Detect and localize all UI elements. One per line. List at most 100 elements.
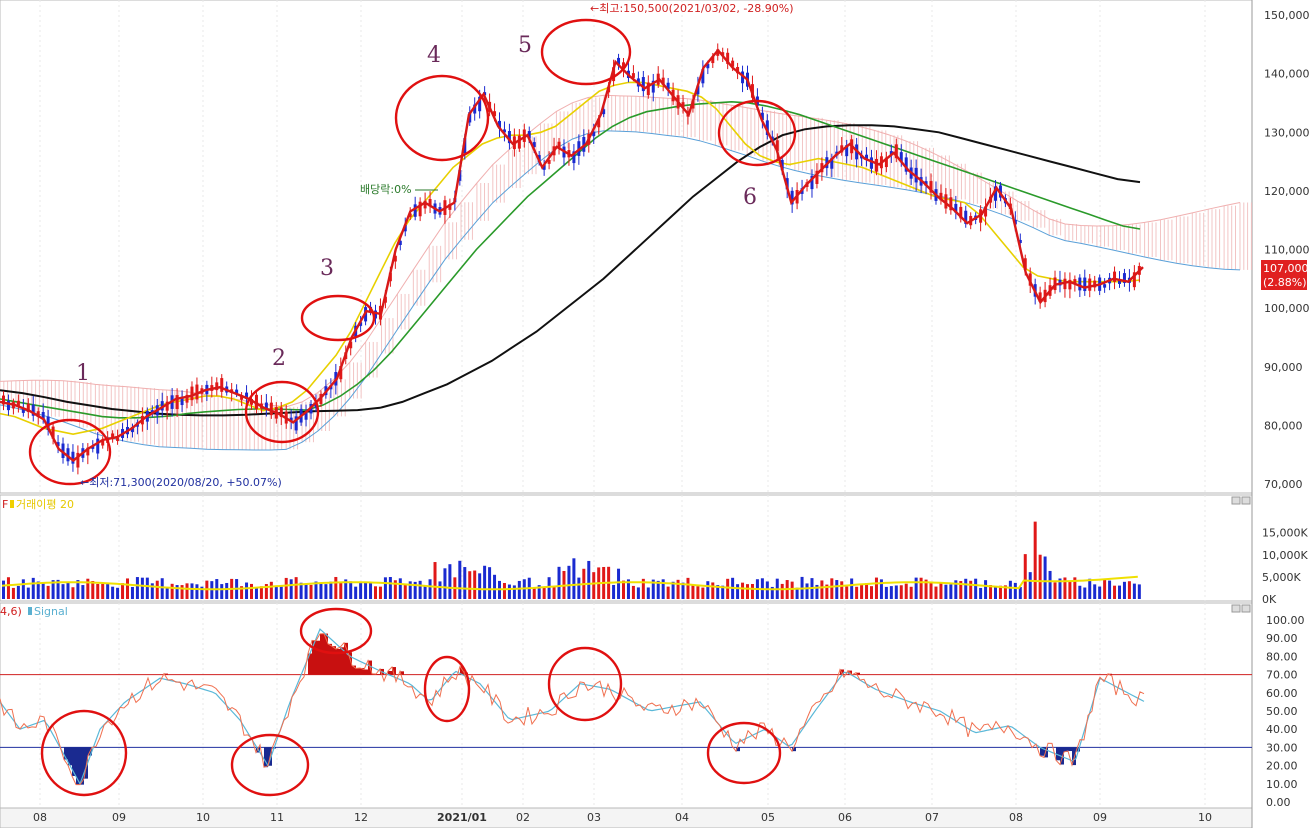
indicator-legend-params: 4,6)	[0, 605, 22, 618]
candle-body	[413, 204, 417, 217]
volume-minimize-button[interactable]	[1231, 496, 1241, 505]
indicator-close-button[interactable]	[1241, 604, 1251, 613]
annotation-number-1: 1	[76, 361, 90, 386]
volume-bar	[284, 577, 288, 599]
volume-bar	[170, 583, 174, 599]
volume-tick-label: 5,000K	[1262, 571, 1301, 584]
volume-tick-label: 15,000K	[1262, 527, 1308, 540]
volume-bar	[1018, 587, 1022, 599]
oversold-fill	[792, 747, 796, 752]
volume-bar	[130, 586, 134, 599]
volume-bar	[1103, 579, 1107, 599]
volume-close-button[interactable]	[1241, 496, 1251, 505]
candle-body	[279, 407, 283, 418]
overbought-fill	[352, 665, 356, 675]
x-tick-label: 10	[196, 811, 210, 824]
indicator-minimize-button[interactable]	[1231, 604, 1241, 613]
volume-bar	[1073, 577, 1077, 599]
volume-bar	[91, 581, 95, 599]
candle-body	[1088, 278, 1092, 291]
candle-body	[269, 402, 273, 416]
candle-body	[522, 129, 526, 142]
volume-bar	[1033, 521, 1037, 599]
volume-ma-swatch	[10, 500, 14, 508]
candle-body	[597, 118, 601, 128]
annotation-number-2: 2	[272, 346, 286, 371]
volume-bar	[200, 586, 204, 599]
volume-bar	[264, 584, 268, 599]
candle-body	[493, 111, 497, 117]
overbought-fill	[856, 672, 860, 675]
candle-body	[294, 416, 298, 431]
candle-body	[1038, 292, 1042, 302]
candle-body	[517, 135, 521, 149]
candle-body	[245, 392, 249, 399]
candle-body	[557, 141, 561, 148]
x-tick-label: 07	[925, 811, 939, 824]
price-gridlines	[39, 0, 1206, 808]
candle-body	[884, 157, 888, 168]
overbought-fill	[460, 666, 464, 675]
x-tick-label: 2021/01	[437, 811, 487, 824]
candle-body	[1078, 277, 1082, 291]
signal-line	[0, 628, 1145, 786]
candle-body	[736, 66, 740, 74]
volume-bar	[656, 580, 660, 599]
volume-bar	[349, 581, 353, 599]
indicator-tick-label: 50.00	[1266, 705, 1298, 718]
volume-bar	[1098, 586, 1102, 599]
volume-bar	[711, 582, 715, 599]
volume-bar	[101, 583, 105, 599]
overbought-fill	[320, 633, 324, 675]
volume-bar	[473, 570, 477, 599]
candle-body	[711, 56, 715, 64]
volume-bar	[989, 585, 993, 599]
candle-body	[71, 451, 75, 464]
oversold-fill	[72, 747, 76, 777]
candle-body	[111, 433, 115, 440]
volume-legend-left: F	[2, 498, 8, 511]
volume-bar	[344, 579, 348, 599]
oversold-fill	[64, 747, 68, 760]
highlight-circle	[540, 18, 632, 86]
volume-bar	[820, 580, 824, 599]
annotation-number-5: 5	[518, 33, 532, 58]
volume-bar	[185, 583, 189, 599]
volume-bar	[899, 585, 903, 599]
overbought-fill	[164, 673, 168, 675]
oversold-fill	[1072, 747, 1076, 766]
volume-bar	[1058, 578, 1062, 599]
highlight-circle	[706, 721, 782, 785]
volume-bar	[106, 583, 110, 599]
overbought-fill	[392, 667, 396, 675]
candle-body	[235, 389, 239, 394]
volume-bar	[304, 583, 308, 599]
price-tick-label: 150,000	[1264, 9, 1310, 22]
volume-bar	[750, 583, 754, 599]
volume-bar	[830, 578, 834, 599]
overbought-fill	[312, 640, 316, 675]
candle-body	[359, 322, 363, 326]
volume-tick-label: 10,000K	[1262, 549, 1308, 562]
highlight-circles	[28, 18, 797, 797]
candle-body	[31, 404, 35, 416]
volume-bar	[86, 578, 90, 599]
volume-bar	[671, 581, 675, 599]
volume-bar	[626, 579, 630, 599]
volume-bar	[339, 582, 343, 599]
oversold-fill	[1040, 747, 1044, 756]
volume-bar	[676, 579, 680, 599]
candle-body	[250, 398, 253, 405]
overbought-fill	[308, 653, 312, 675]
volume-bar	[16, 585, 20, 599]
volume-bar	[175, 585, 179, 599]
x-tick-label: 02	[516, 811, 530, 824]
volume-bar	[403, 583, 407, 599]
indicator-tick-label: 80.00	[1266, 650, 1298, 663]
candle-body	[96, 438, 100, 454]
current-change: (2.88%)	[1263, 276, 1307, 289]
candle-body	[741, 71, 745, 84]
candle-body	[1132, 272, 1136, 288]
volume-bar	[721, 585, 725, 599]
indicator-tick-label: 90.00	[1266, 632, 1298, 645]
